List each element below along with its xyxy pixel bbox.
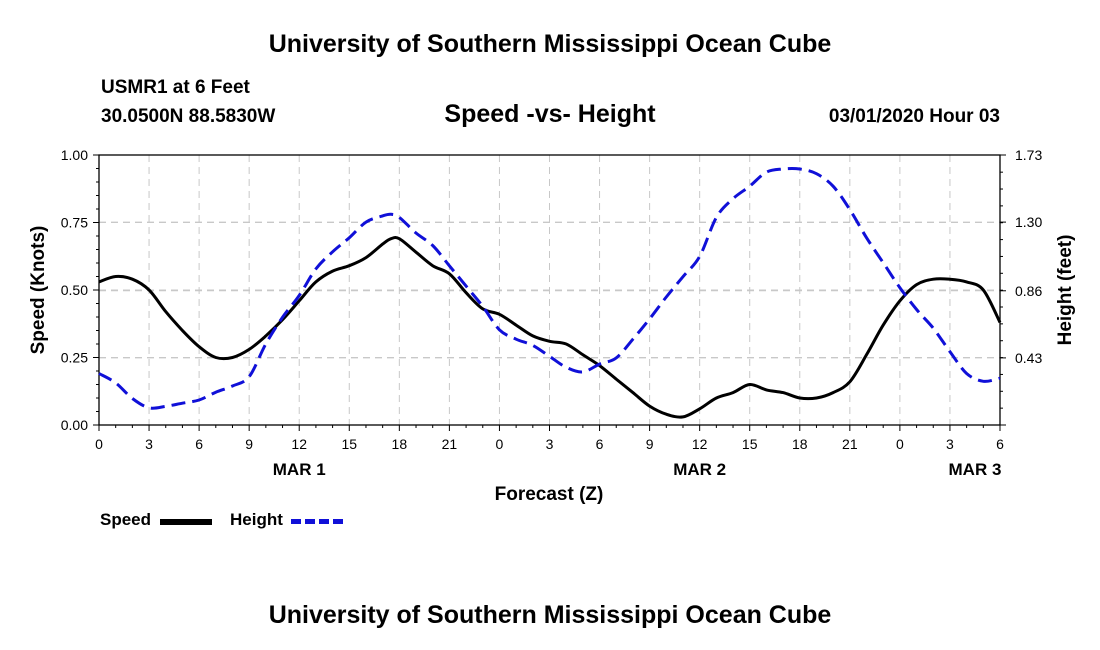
- x-day-label: MAR 1: [273, 460, 326, 479]
- legend-height-swatch: [291, 519, 343, 524]
- y2-tick-label: 0.43: [1015, 350, 1042, 366]
- x-axis-label: Forecast (Z): [495, 484, 604, 505]
- x-tick-label: 0: [95, 436, 103, 452]
- x-tick-label: 12: [291, 436, 307, 452]
- height-series-line: [98, 167, 1001, 410]
- x-tick-label: 15: [742, 436, 758, 452]
- x-tick-label: 3: [946, 436, 954, 452]
- x-tick-label: 3: [546, 436, 554, 452]
- y-axis-label: Speed (Knots): [28, 226, 49, 355]
- x-day-label: MAR 2: [673, 460, 726, 479]
- y-tick-label: 0.50: [61, 282, 88, 298]
- x-tick-label: 6: [596, 436, 604, 452]
- x-tick-label: 21: [842, 436, 858, 452]
- y2-axis-label: Height (feet): [1055, 235, 1076, 346]
- x-tick-label: 0: [496, 436, 504, 452]
- y2-tick-label: 1.73: [1015, 147, 1042, 163]
- speed-series-line: [98, 235, 1002, 419]
- x-tick-label: 6: [996, 436, 1004, 452]
- x-tick-label: 21: [442, 436, 458, 452]
- page-title: University of Southern Mississippi Ocean…: [268, 30, 832, 58]
- x-tick-label: 6: [195, 436, 203, 452]
- y-tick-label: 0.25: [61, 350, 88, 366]
- x-tick-label: 15: [341, 436, 357, 452]
- y2-tick-label: 1.30: [1015, 214, 1042, 230]
- y2-tick-label: 0.86: [1015, 283, 1042, 299]
- axis-ticks: 0 3 6 9 12 15 18 21 0 3 6 9 12 15 18 21 0 3 6 MAR 1 MAR 2 MAR…: [61, 147, 1043, 479]
- x-tick-label: 9: [245, 436, 253, 452]
- x-tick-label: 0: [896, 436, 904, 452]
- series-lines: [98, 167, 1002, 419]
- x-tick-label: 9: [646, 436, 654, 452]
- chart-subtitle: Speed -vs- Height: [444, 100, 656, 128]
- y-tick-label: 1.00: [61, 147, 88, 163]
- station-coords: 30.0500N 88.5830W: [101, 106, 276, 127]
- forecast-datetime: 03/01/2020 Hour 03: [828, 106, 1000, 127]
- legend-speed-label: Speed: [100, 510, 152, 529]
- x-tick-label: 18: [392, 436, 408, 452]
- legend-height-label: Height: [230, 510, 283, 529]
- legend-speed-swatch: [160, 519, 212, 525]
- y-tick-label: 0.75: [61, 215, 88, 231]
- station-name: USMR1 at 6 Feet: [101, 77, 250, 98]
- x-tick-label: 3: [145, 436, 153, 452]
- y-tick-label: 0.00: [61, 417, 88, 433]
- x-day-label: MAR 3: [949, 460, 1002, 479]
- x-tick-label: 12: [692, 436, 708, 452]
- footer-title: University of Southern Mississippi Ocean…: [268, 601, 832, 629]
- x-tick-label: 18: [792, 436, 808, 452]
